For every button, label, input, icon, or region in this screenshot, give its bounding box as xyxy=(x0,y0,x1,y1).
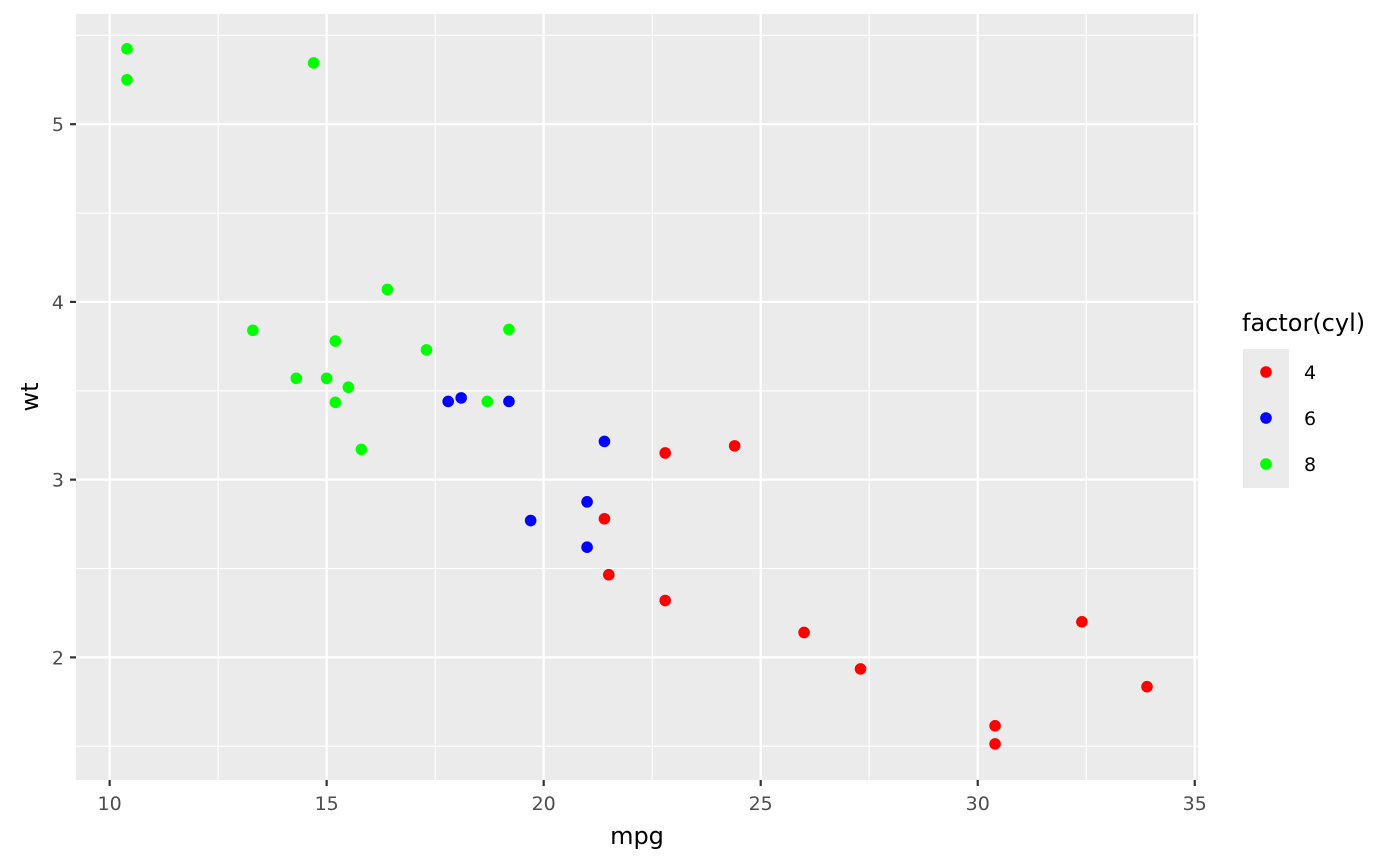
y-axis-title: wt xyxy=(16,382,44,411)
legend-key-cyl-6 xyxy=(1260,412,1272,424)
data-point-cyl-4 xyxy=(659,447,672,459)
legend-title: factor(cyl) xyxy=(1242,309,1365,337)
data-point-cyl-8 xyxy=(290,372,303,385)
data-point-cyl-8 xyxy=(355,443,368,456)
x-axis-ticks: 10 15 20 25 30 35 xyxy=(98,780,1207,815)
x-tick-label: 30 xyxy=(966,793,990,815)
data-point-cyl-4 xyxy=(659,594,672,607)
y-tick-label: 4 xyxy=(52,292,64,314)
data-point-cyl-8 xyxy=(342,381,355,394)
legend-key-cyl-8 xyxy=(1260,458,1272,470)
data-point-cyl-8 xyxy=(121,43,133,55)
y-tick-label: 3 xyxy=(52,470,64,492)
data-point-cyl-8 xyxy=(329,396,342,409)
legend: factor(cyl) 4 6 8 xyxy=(1242,309,1365,488)
data-point-cyl-6 xyxy=(503,395,515,408)
x-tick-label: 20 xyxy=(532,793,556,815)
legend-label-cyl-8: 8 xyxy=(1304,454,1316,476)
data-point-cyl-8 xyxy=(121,73,133,86)
data-point-cyl-4 xyxy=(854,663,867,675)
minor-gridlines xyxy=(76,14,1198,780)
data-point-cyl-6 xyxy=(581,496,593,508)
data-point-cyl-8 xyxy=(329,335,342,347)
data-point-cyl-4 xyxy=(728,440,741,452)
data-point-cyl-6 xyxy=(455,392,468,404)
data-point-cyl-4 xyxy=(989,719,1001,732)
major-gridlines xyxy=(76,14,1198,780)
data-points xyxy=(121,43,1153,750)
data-point-cyl-4 xyxy=(1076,616,1088,628)
data-point-cyl-8 xyxy=(381,283,394,296)
data-point-cyl-8 xyxy=(420,344,433,356)
data-point-cyl-6 xyxy=(524,514,537,527)
x-tick-label: 15 xyxy=(315,793,339,815)
legend-key-cyl-4 xyxy=(1260,366,1272,378)
x-axis-title: mpg xyxy=(610,822,664,850)
data-point-cyl-4 xyxy=(989,738,1001,750)
data-point-cyl-4 xyxy=(1141,680,1153,693)
data-point-cyl-6 xyxy=(442,395,454,408)
data-point-cyl-4 xyxy=(598,512,611,525)
legend-label-cyl-4: 4 xyxy=(1304,362,1316,384)
y-tick-label: 5 xyxy=(52,114,64,136)
plot-panel xyxy=(76,14,1198,780)
data-point-cyl-6 xyxy=(581,541,593,553)
data-point-cyl-6 xyxy=(598,435,611,448)
legend-label-cyl-6: 6 xyxy=(1304,408,1316,430)
data-point-cyl-8 xyxy=(503,323,515,336)
data-point-cyl-8 xyxy=(307,57,320,69)
y-axis-ticks: 2 3 4 5 xyxy=(52,114,76,669)
x-tick-label: 35 xyxy=(1183,793,1207,815)
y-tick-label: 2 xyxy=(52,647,64,669)
x-tick-label: 10 xyxy=(98,793,122,815)
data-point-cyl-8 xyxy=(481,395,494,408)
data-point-cyl-8 xyxy=(320,372,333,385)
data-point-cyl-4 xyxy=(602,568,615,581)
data-point-cyl-8 xyxy=(247,324,259,337)
x-tick-label: 25 xyxy=(749,793,773,815)
data-point-cyl-4 xyxy=(798,626,810,639)
